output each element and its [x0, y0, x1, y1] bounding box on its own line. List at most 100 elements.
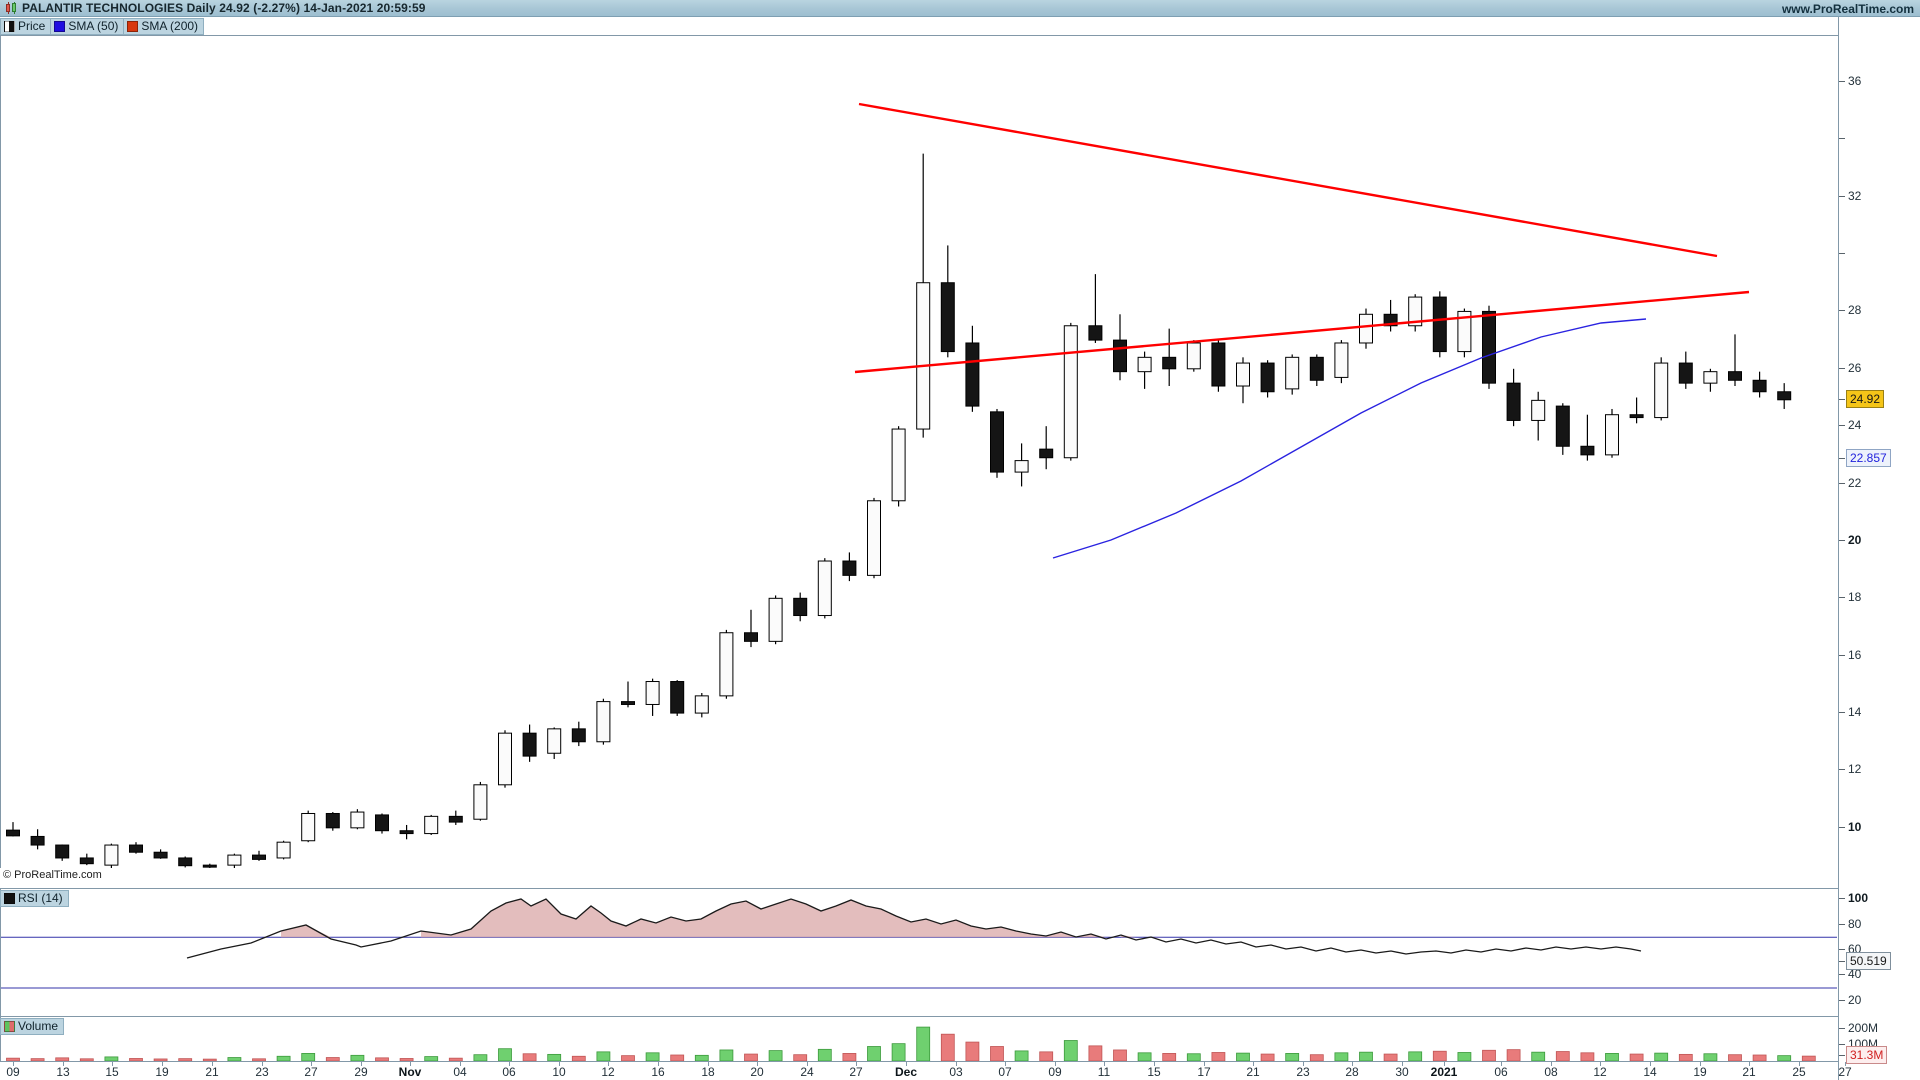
- volume-axis-label: 200M: [1848, 1021, 1879, 1036]
- candle: [891, 426, 906, 507]
- candle: [1063, 322, 1078, 461]
- volume-bar: [1531, 1051, 1546, 1061]
- legend-item-volume[interactable]: Volume: [0, 1017, 65, 1035]
- candle: [252, 850, 266, 861]
- rsi-axis-label: 80: [1848, 916, 1862, 931]
- last-price-badge[interactable]: 24.92: [1846, 389, 1885, 408]
- legend-item-sma50[interactable]: SMA (50): [51, 17, 125, 35]
- axis-tick: [1839, 367, 1845, 369]
- volume-bar: [1334, 1052, 1349, 1061]
- volume-bar: [1678, 1053, 1693, 1061]
- candle: [719, 629, 734, 699]
- volume-swatch-icon: [4, 1020, 15, 1032]
- date-axis-label: 28: [1345, 1065, 1359, 1079]
- date-axis-label: 15: [1147, 1065, 1161, 1079]
- date-tick: [1845, 1062, 1846, 1066]
- price-axis-label: 22: [1848, 475, 1862, 490]
- date-tick: [906, 1062, 907, 1066]
- date-axis-label: 2021: [1430, 1065, 1458, 1079]
- volume-chart-pane[interactable]: [0, 1016, 1838, 1061]
- date-axis-label: 21: [1742, 1065, 1756, 1079]
- candle: [1334, 340, 1349, 384]
- candle: [1014, 443, 1029, 487]
- volume-bar: [1777, 1055, 1792, 1061]
- candle: [473, 781, 488, 821]
- volume-bar: [252, 1058, 266, 1061]
- volume-bar: [202, 1058, 217, 1061]
- volume-value-badge[interactable]: 31.3M: [1846, 1046, 1888, 1065]
- title-bar: PALANTIR TECHNOLOGIES Daily 24.92 (-2.27…: [0, 0, 1920, 17]
- date-tick: [1799, 1062, 1800, 1066]
- volume-bar: [1629, 1053, 1644, 1061]
- price-axis-label: 24: [1848, 418, 1862, 433]
- volume-bar: [1580, 1052, 1595, 1061]
- date-axis-label: 19: [1693, 1065, 1707, 1079]
- volume-bar: [842, 1053, 857, 1061]
- candle: [965, 325, 980, 412]
- volume-bar: [1186, 1053, 1201, 1061]
- candle: [1752, 371, 1767, 398]
- candle: [645, 678, 660, 716]
- candle: [301, 810, 316, 843]
- rsi-axis-label: 100: [1848, 891, 1869, 906]
- legend-item-price[interactable]: Price: [0, 17, 52, 35]
- date-axis-label: 18: [701, 1065, 715, 1079]
- candle: [1236, 357, 1250, 404]
- volume-bar: [719, 1049, 734, 1061]
- rsi-chart-pane[interactable]: [0, 888, 1838, 1016]
- axis-tick: [1839, 310, 1845, 312]
- axis-tick: [1839, 457, 1845, 459]
- date-axis[interactable]: 09 13 15 19 21 23 27 29 Nov 04 06 10 12 16 18 20 24 27 Dec…: [0, 1061, 1852, 1080]
- sma50-line: [1052, 318, 1647, 559]
- date-axis-label: 23: [255, 1065, 269, 1079]
- price-axis-label: 20: [1848, 532, 1862, 547]
- legend-item-rsi[interactable]: RSI (14): [0, 889, 69, 907]
- axis-tick: [1839, 425, 1845, 427]
- date-tick: [162, 1062, 163, 1066]
- legend-item-sma200[interactable]: SMA (200): [124, 17, 205, 35]
- volume-bar: [399, 1058, 414, 1061]
- upper-trendline[interactable]: [858, 102, 1718, 258]
- axis-tick: [1839, 923, 1845, 925]
- volume-bar: [1383, 1053, 1398, 1061]
- rsi-value-badge[interactable]: 50.519: [1846, 952, 1891, 970]
- axis-tick: [1839, 654, 1845, 656]
- candle: [694, 692, 709, 718]
- volume-bar: [129, 1058, 143, 1061]
- candle: [1555, 403, 1570, 455]
- candle: [1383, 299, 1398, 332]
- date-tick: [509, 1062, 510, 1066]
- date-tick: [63, 1062, 64, 1066]
- date-tick: [1104, 1062, 1105, 1066]
- candle: [1728, 334, 1742, 387]
- volume-bar: [153, 1058, 168, 1061]
- volume-bar: [965, 1041, 980, 1061]
- date-axis-label: 25: [1792, 1065, 1806, 1079]
- date-tick: [410, 1062, 411, 1066]
- sma50-swatch-icon: [54, 20, 66, 32]
- date-axis-label: 27: [1838, 1065, 1852, 1079]
- candle: [571, 721, 586, 747]
- volume-bar: [1063, 1040, 1078, 1061]
- axis-tick: [1839, 948, 1845, 950]
- candlestick-icon: [5, 1, 18, 15]
- volume-bar: [522, 1053, 537, 1061]
- price-chart-pane[interactable]: [0, 35, 1838, 868]
- candle: [744, 609, 758, 648]
- right-axis-column[interactable]: 36 32 28 26 24 22 20 18 16 14 12 10 24.92 22.857 100 80…: [1838, 17, 1920, 1080]
- date-tick: [757, 1062, 758, 1066]
- volume-bar: [867, 1046, 881, 1061]
- date-axis-label: 27: [849, 1065, 863, 1079]
- rsi-axis-label: 40: [1848, 967, 1862, 982]
- date-tick: [559, 1062, 560, 1066]
- sma50-value-badge[interactable]: 22.857: [1846, 448, 1891, 467]
- volume-bar: [1137, 1052, 1152, 1061]
- brand-link[interactable]: www.ProRealTime.com: [1781, 1, 1914, 16]
- lower-trendline[interactable]: [854, 290, 1750, 374]
- candle: [1703, 368, 1718, 392]
- candle: [153, 849, 168, 859]
- volume-bar: [1113, 1049, 1127, 1061]
- date-tick: [807, 1062, 808, 1066]
- candle: [1186, 340, 1201, 372]
- rsi-plot: [1, 898, 1837, 989]
